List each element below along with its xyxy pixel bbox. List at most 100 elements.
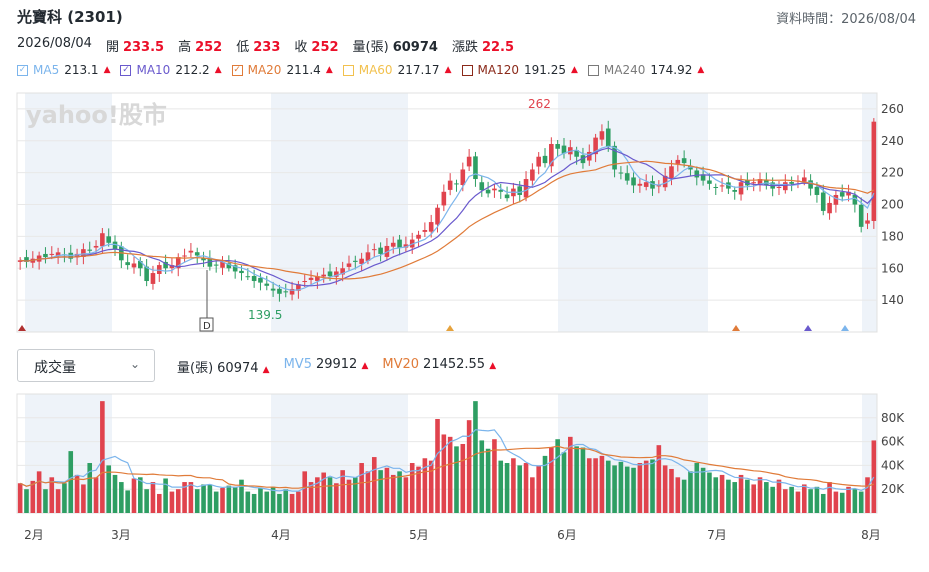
- volume-bar: [277, 493, 282, 513]
- volume-bar: [732, 482, 738, 513]
- up-arrow-icon: ▲: [570, 65, 578, 75]
- volume-bar: [232, 486, 238, 513]
- volume-bar: [852, 489, 858, 513]
- checkbox-icon[interactable]: [342, 64, 354, 76]
- volume-bar: [163, 478, 168, 513]
- volume-bar: [511, 458, 516, 513]
- volume-bar: [618, 461, 624, 513]
- candle-body: [213, 264, 219, 266]
- ma-legend-item-ma10[interactable]: ✓ MA10 212.2 ▲: [120, 63, 222, 77]
- candle-body: [839, 192, 845, 197]
- candle-body: [688, 165, 693, 170]
- volume-bar: [549, 447, 554, 513]
- candle-body: [865, 220, 870, 224]
- price-tick-label: 140: [881, 293, 904, 307]
- candle-body: [441, 191, 447, 206]
- candle-body: [74, 253, 80, 258]
- volume-bar: [315, 477, 320, 513]
- volume-bar: [422, 458, 428, 513]
- checkbox-icon[interactable]: ✓: [17, 64, 28, 76]
- volume-bar: [726, 479, 731, 513]
- ma-name: MA5: [33, 63, 60, 77]
- volume-bar: [55, 489, 61, 513]
- volume-bar: [258, 488, 263, 513]
- checkbox-icon[interactable]: [461, 64, 473, 76]
- candle-body: [334, 271, 339, 277]
- volume-bar: [530, 477, 535, 513]
- month-band: [25, 93, 112, 332]
- checkbox-icon[interactable]: [587, 64, 599, 76]
- month-label: 7月: [707, 528, 727, 542]
- ma-legend-item-ma20[interactable]: ✓ MA20 211.4 ▲: [231, 63, 333, 77]
- checkbox-icon[interactable]: ✓: [120, 64, 132, 76]
- quote-high: 高 252: [178, 40, 223, 55]
- candle-body: [359, 258, 364, 264]
- candle-body: [732, 190, 738, 192]
- volume-bar: [87, 463, 93, 513]
- mv5-line: [19, 429, 875, 492]
- volume-tick-label: 80K: [881, 411, 905, 425]
- ma-name: MA60: [358, 63, 393, 77]
- up-arrow-icon: ▲: [325, 65, 333, 75]
- ma5-line: [20, 145, 875, 291]
- candle-body: [643, 182, 649, 187]
- quote-volume: 量(張) 60974: [352, 40, 438, 55]
- volume-bar: [194, 489, 200, 513]
- volume-bar: [858, 491, 864, 513]
- ma-name: MA20: [247, 63, 282, 77]
- volume-bar: [378, 470, 383, 513]
- candle-body: [498, 189, 504, 192]
- volume-bar: [182, 482, 187, 513]
- volume-bar: [175, 489, 181, 513]
- dividend-marker: [199, 317, 214, 332]
- candle-body: [820, 192, 826, 211]
- volume-bar: [719, 474, 725, 513]
- candle-body: [871, 121, 877, 221]
- candle-body: [833, 194, 839, 205]
- volume-bar: [119, 482, 124, 513]
- candle-body: [232, 265, 238, 272]
- candle-body: [397, 239, 402, 248]
- volume-bar: [454, 446, 459, 513]
- checkbox-icon[interactable]: ✓: [231, 64, 243, 76]
- volume-bar: [334, 483, 339, 513]
- ma20-line: [20, 160, 875, 280]
- ma-legend-item-ma240[interactable]: MA240 174.92 ▲: [587, 63, 704, 77]
- volume-bar: [675, 477, 681, 513]
- volume-bar: [365, 471, 371, 513]
- indicator-select[interactable]: 成交量 ⌄: [17, 349, 155, 382]
- volume-bar: [694, 463, 700, 513]
- ma-legend-item-ma120[interactable]: MA120 191.25 ▲: [461, 63, 578, 77]
- volume-bar: [612, 465, 617, 513]
- yahoo-watermark: yahoo!股市: [26, 101, 167, 129]
- volume-bar: [492, 439, 497, 513]
- volume-bar: [81, 484, 86, 513]
- candle-body: [264, 283, 270, 286]
- candle-body: [460, 169, 466, 186]
- candle-body: [144, 266, 149, 282]
- candle-body: [827, 202, 832, 214]
- candle-body: [555, 144, 560, 149]
- candle-body: [100, 233, 105, 247]
- quote-open: 開 233.5: [105, 40, 165, 55]
- ma-value: 191.25: [523, 63, 566, 77]
- dividend-marker-label: D: [203, 321, 211, 332]
- candle-body: [416, 234, 421, 239]
- volume-bar: [795, 491, 801, 513]
- candle-body: [707, 180, 712, 184]
- candle-body: [669, 166, 674, 179]
- ma-legend-item-ma60[interactable]: MA60 217.17 ▲: [342, 63, 452, 77]
- candle-body: [403, 244, 409, 248]
- candle-body: [858, 204, 864, 227]
- volume-bar: [68, 451, 74, 513]
- vol-item: 量(張) 60974 ▲: [177, 361, 270, 376]
- candle-body: [353, 260, 358, 262]
- quote-date: 2026/08/04: [17, 36, 92, 51]
- volume-bar: [466, 420, 472, 513]
- price-tick-label: 220: [881, 166, 904, 180]
- ma-legend: ✓ MA5 213.1 ▲ ✓ MA10 212.2 ▲ ✓ MA20 211.4 ▲ MA60 217.…: [17, 63, 704, 77]
- ma-legend-item-ma5[interactable]: ✓ MA5 213.1 ▲: [17, 63, 110, 77]
- chevron-down-icon: ⌄: [129, 357, 140, 371]
- candle-body: [561, 145, 567, 154]
